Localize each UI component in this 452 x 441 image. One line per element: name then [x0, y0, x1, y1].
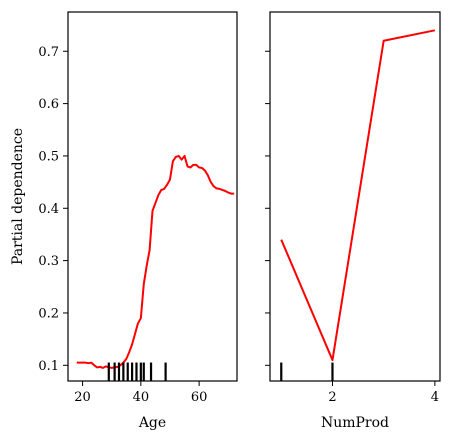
age-y-tick-label: 0.5	[38, 149, 59, 164]
age-x-tick-label: 20	[74, 390, 91, 405]
age-y-tick-label: 0.1	[38, 359, 59, 374]
age-panel: 20 40 60 0.1 0.2 0.3 0.4 0.5 0.6 0.7 Age Partial…	[10, 11, 238, 431]
age-x-tick-label: 40	[133, 390, 150, 405]
age-pd-line	[76, 154, 235, 369]
numprod-x-tick-label: 4	[431, 390, 439, 405]
numprod-line-layer	[280, 29, 436, 362]
numprod-deciles	[280, 362, 334, 381]
numprod-pd-line	[280, 29, 436, 362]
y-axis-label: Partial dependence	[10, 128, 26, 265]
age-y-tick-label: 0.3	[38, 254, 59, 269]
age-plot-frame	[67, 11, 238, 382]
age-line-layer	[76, 154, 235, 369]
x-axis-label-numprod: NumProd	[321, 415, 389, 431]
numprod-y-ticks	[265, 50, 270, 366]
age-y-ticks: 0.1 0.2 0.3 0.4 0.5 0.6 0.7	[38, 45, 68, 374]
numprod-x-tick-label: 2	[328, 390, 336, 405]
age-deciles	[107, 362, 167, 381]
x-axis-label-age: Age	[138, 415, 166, 431]
numprod-plot-frame	[269, 11, 441, 382]
age-x-ticks: 20 40 60	[74, 381, 207, 405]
age-y-tick-label: 0.7	[38, 45, 59, 60]
age-y-tick-label: 0.2	[38, 306, 59, 321]
age-y-tick-label: 0.6	[38, 97, 59, 112]
age-x-tick-label: 60	[191, 390, 208, 405]
age-y-tick-label: 0.4	[38, 202, 59, 217]
